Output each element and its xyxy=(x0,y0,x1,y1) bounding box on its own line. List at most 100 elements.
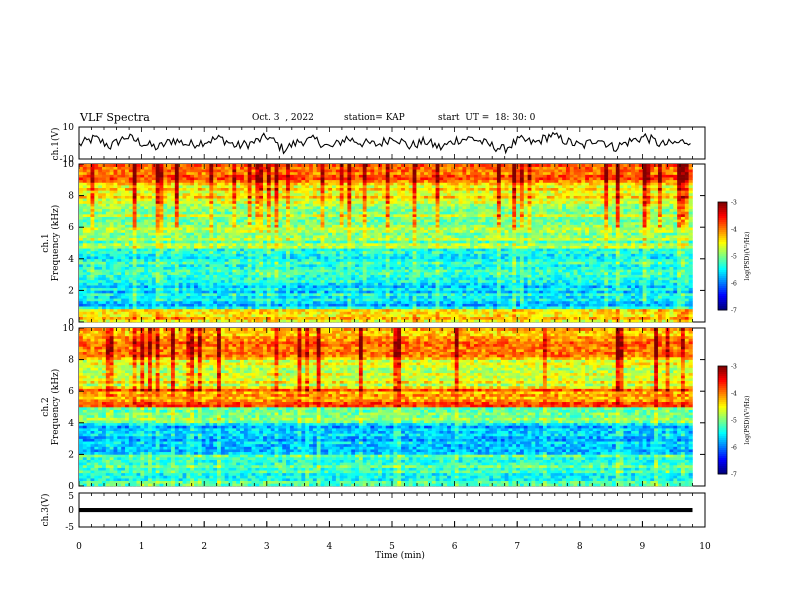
spectrogram-cell xyxy=(221,293,225,296)
spectrogram-cell xyxy=(94,298,98,301)
spectrogram-cell xyxy=(313,261,317,264)
spectrogram-cell xyxy=(382,285,386,288)
spectrogram-cell xyxy=(221,251,225,254)
spectrogram-cell xyxy=(497,246,501,249)
spectrogram-cell xyxy=(344,314,348,317)
spectrogram-cell xyxy=(650,264,654,267)
spectrogram-cell xyxy=(390,288,394,291)
spectrogram-cell xyxy=(137,259,141,262)
spectrogram-cell xyxy=(286,314,290,317)
spectrogram-cell xyxy=(328,298,332,301)
spectrogram-cell xyxy=(413,309,417,312)
spectrogram-cell xyxy=(209,283,213,286)
spectrogram-cell xyxy=(171,256,175,259)
spectrogram-cell xyxy=(677,275,681,278)
spectrogram-cell xyxy=(378,283,382,286)
spectrogram-cell xyxy=(255,319,259,322)
spectrogram-cell xyxy=(631,267,635,270)
spectrogram-cell xyxy=(79,240,83,243)
spectrogram-cell xyxy=(91,314,95,317)
spectrogram-cell xyxy=(378,304,382,307)
spectrogram-cell xyxy=(508,319,512,322)
spectrogram-cell xyxy=(428,311,432,314)
spectrogram-cell xyxy=(221,311,225,314)
spectrogram-cell xyxy=(413,240,417,243)
spectrogram-cell xyxy=(175,293,179,296)
spectrogram-cell xyxy=(577,280,581,283)
spectrogram-cell xyxy=(117,280,121,283)
spectrogram-cell xyxy=(631,275,635,278)
spectrogram-cell xyxy=(401,256,405,259)
spectrogram-cell xyxy=(190,272,194,275)
spectrogram-cell xyxy=(485,275,489,278)
spectrogram-cell xyxy=(367,280,371,283)
spectrogram-cell xyxy=(324,248,328,251)
spectrogram-cell xyxy=(535,254,539,257)
spectrogram-cell xyxy=(589,296,593,299)
spectrogram-cell xyxy=(232,314,236,317)
spectrogram-cell xyxy=(539,288,543,291)
spectrogram-cell xyxy=(221,301,225,304)
spectrogram-cell xyxy=(493,280,497,283)
spectrogram-cell xyxy=(612,306,616,309)
spectrogram-cell xyxy=(229,277,233,280)
spectrogram-cell xyxy=(175,311,179,314)
spectrogram-cell xyxy=(359,319,363,322)
spectrogram-cell xyxy=(612,283,616,286)
spectrogram-cell xyxy=(662,301,666,304)
spectrogram-cell xyxy=(171,272,175,275)
spectrogram-cell xyxy=(240,314,244,317)
spectrogram-cell xyxy=(156,317,160,320)
spectrogram-cell xyxy=(593,248,597,251)
spectrogram-cell xyxy=(428,272,432,275)
spectrogram-cell xyxy=(110,238,114,241)
spectrogram-cell xyxy=(447,254,451,257)
spectrogram-cell xyxy=(574,272,578,275)
spectrogram-cell xyxy=(286,317,290,320)
spectrogram-cell xyxy=(202,280,206,283)
spectrogram-cell xyxy=(156,264,160,267)
spectrogram-cell xyxy=(317,259,321,262)
spectrogram-cell xyxy=(148,301,152,304)
spectrogram-cell xyxy=(558,272,562,275)
spectrogram-cell xyxy=(359,261,363,264)
spectrogram-cell xyxy=(501,246,505,249)
spectrogram-cell xyxy=(125,267,129,270)
spectrogram-cell xyxy=(271,246,275,249)
spectrogram-cell xyxy=(455,264,459,267)
spectrogram-cell xyxy=(577,264,581,267)
spectrogram-cell xyxy=(229,248,233,251)
spectrogram-cell xyxy=(689,259,693,262)
spectrogram-cell xyxy=(347,256,351,259)
spectrogram-cell xyxy=(501,269,505,272)
spectrogram-cell xyxy=(612,264,616,267)
spectrogram-cell xyxy=(355,259,359,262)
spectrogram-cell xyxy=(681,319,685,322)
spectrogram-cell xyxy=(198,296,202,299)
spectrogram-cell xyxy=(643,306,647,309)
spectrogram-cell xyxy=(570,298,574,301)
spectrogram-cell xyxy=(570,311,574,314)
spectrogram-cell xyxy=(232,243,236,246)
spectrogram-cell xyxy=(589,264,593,267)
spectrogram-cell xyxy=(489,277,493,280)
spectrogram-cell xyxy=(589,254,593,257)
spectrogram-cell xyxy=(689,261,693,264)
spectrogram-cell xyxy=(543,301,547,304)
spectrogram-cell xyxy=(294,298,298,301)
spectrogram-cell xyxy=(489,306,493,309)
spectrogram-cell xyxy=(229,301,233,304)
spectrogram-cell xyxy=(558,288,562,291)
spectrogram-cell xyxy=(669,275,673,278)
spectrogram-cell xyxy=(662,277,666,280)
spectrogram-cell xyxy=(539,311,543,314)
spectrogram-cell xyxy=(432,283,436,286)
spectrogram-cell xyxy=(669,246,673,249)
spectrogram-cell xyxy=(121,272,125,275)
spectrogram-cell xyxy=(424,264,428,267)
spectrogram-cell xyxy=(121,238,125,241)
spectrogram-cell xyxy=(478,254,482,257)
spectrogram-cell xyxy=(271,311,275,314)
spectrogram-cell xyxy=(681,317,685,320)
spectrogram-cell xyxy=(133,283,137,286)
